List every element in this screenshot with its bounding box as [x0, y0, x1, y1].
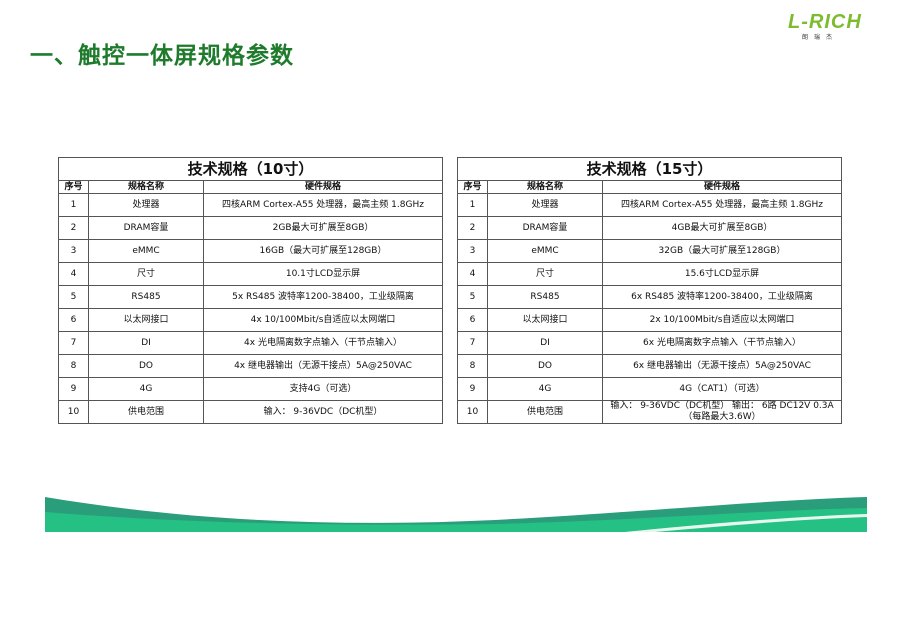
table-row: 10 供电范围 输入： 9-36VDC（DC机型） 输出： 6路 DC12V 0.3…: [457, 400, 842, 424]
logo-subtitle: 朗瑞杰: [802, 34, 839, 41]
spec-name: eMMC: [487, 239, 603, 263]
spec-name: 4G: [487, 377, 603, 401]
table-row: 6 以太网接口 4x 10/100Mbit/s自适应以太网端口: [58, 308, 443, 332]
spec-value: 4G（CAT1）（可选）: [602, 377, 842, 401]
row-number: 4: [58, 262, 89, 286]
table-row: 4 尺寸 10.1寸LCD显示屏: [58, 262, 443, 286]
spec-name: 尺寸: [88, 262, 204, 286]
row-number: 7: [457, 331, 488, 355]
row-number: 5: [457, 285, 488, 309]
row-number: 3: [457, 239, 488, 263]
row-number: 6: [457, 308, 488, 332]
spec-name: DO: [487, 354, 603, 378]
row-number: 4: [457, 262, 488, 286]
table-row: 3 eMMC 16GB（最大可扩展至128GB）: [58, 239, 443, 263]
logo: L-RICH 朗瑞杰: [788, 12, 872, 44]
table-caption: 技术规格（10寸）: [58, 157, 443, 181]
decorative-wave: [45, 492, 867, 532]
spec-value: 6x RS485 波特率1200-38400，工业级隔离: [602, 285, 842, 309]
column-header: 规格名称: [88, 180, 204, 194]
page-title: 一、触控一体屏规格参数: [30, 43, 294, 69]
spec-name: eMMC: [88, 239, 204, 263]
spec-name: 供电范围: [88, 400, 204, 424]
table-row: 10 供电范围 输入： 9-36VDC（DC机型）: [58, 400, 443, 424]
spec-name: 处理器: [487, 193, 603, 217]
spec-name: DI: [487, 331, 603, 355]
row-number: 7: [58, 331, 89, 355]
spec-table-10-inch: 技术规格（10寸） 序号 规格名称 硬件规格 1 处理器 四核ARM Cortex-A55 …: [58, 157, 443, 424]
row-number: 2: [457, 216, 488, 240]
table-row: 7 DI 4x 光电隔离数字点输入（干节点输入）: [58, 331, 443, 355]
table-row: 1 处理器 四核ARM Cortex-A55 处理器，最高主频 1.8GHz: [58, 193, 443, 217]
spec-value: 5x RS485 波特率1200-38400，工业级隔离: [203, 285, 443, 309]
spec-value: 输入： 9-36VDC（DC机型）: [203, 400, 443, 424]
spec-value: 4x 继电器输出（无源干接点）5A@250VAC: [203, 354, 443, 378]
spec-value: 2x 10/100Mbit/s自适应以太网端口: [602, 308, 842, 332]
table-row: 9 4G 支持4G（可选）: [58, 377, 443, 401]
spec-value: 输入： 9-36VDC（DC机型） 输出： 6路 DC12V 0.3A（每路最大…: [602, 400, 842, 424]
column-header: 硬件规格: [203, 180, 443, 194]
row-number: 8: [457, 354, 488, 378]
row-number: 6: [58, 308, 89, 332]
table-row: 4 尺寸 15.6寸LCD显示屏: [457, 262, 842, 286]
spec-name: 以太网接口: [88, 308, 204, 332]
table-row: 3 eMMC 32GB（最大可扩展至128GB）: [457, 239, 842, 263]
row-number: 9: [58, 377, 89, 401]
table-row: 6 以太网接口 2x 10/100Mbit/s自适应以太网端口: [457, 308, 842, 332]
row-number: 3: [58, 239, 89, 263]
spec-name: 尺寸: [487, 262, 603, 286]
table-row: 5 RS485 5x RS485 波特率1200-38400，工业级隔离: [58, 285, 443, 309]
spec-name: DO: [88, 354, 204, 378]
table-row: 5 RS485 6x RS485 波特率1200-38400，工业级隔离: [457, 285, 842, 309]
row-number: 1: [457, 193, 488, 217]
row-number: 8: [58, 354, 89, 378]
row-number: 9: [457, 377, 488, 401]
spec-name: 4G: [88, 377, 204, 401]
spec-name: DI: [88, 331, 204, 355]
spec-value: 6x 继电器输出（无源干接点）5A@250VAC: [602, 354, 842, 378]
spec-value: 6x 光电隔离数字点输入（干节点输入）: [602, 331, 842, 355]
table-row: 9 4G 4G（CAT1）（可选）: [457, 377, 842, 401]
spec-value: 16GB（最大可扩展至128GB）: [203, 239, 443, 263]
spec-name: 以太网接口: [487, 308, 603, 332]
row-number: 1: [58, 193, 89, 217]
column-header: 序号: [58, 180, 89, 194]
table-row: 8 DO 6x 继电器输出（无源干接点）5A@250VAC: [457, 354, 842, 378]
spec-name: RS485: [88, 285, 204, 309]
spec-value: 4GB最大可扩展至8GB）: [602, 216, 842, 240]
spec-table-15-inch: 技术规格（15寸） 序号 规格名称 硬件规格 1 处理器 四核ARM Cortex-A55 …: [457, 157, 842, 424]
logo-mark: L-RICH: [788, 11, 862, 33]
row-number: 2: [58, 216, 89, 240]
table-caption: 技术规格（15寸）: [457, 157, 842, 181]
spec-value: 四核ARM Cortex-A55 处理器，最高主频 1.8GHz: [203, 193, 443, 217]
spec-name: RS485: [487, 285, 603, 309]
spec-value: 支持4G（可选）: [203, 377, 443, 401]
table-row: 2 DRAM容量 2GB最大可扩展至8GB）: [58, 216, 443, 240]
column-header: 序号: [457, 180, 488, 194]
table-row: 2 DRAM容量 4GB最大可扩展至8GB）: [457, 216, 842, 240]
spec-value: 4x 光电隔离数字点输入（干节点输入）: [203, 331, 443, 355]
table-row: 8 DO 4x 继电器输出（无源干接点）5A@250VAC: [58, 354, 443, 378]
row-number: 10: [58, 400, 89, 424]
spec-value: 32GB（最大可扩展至128GB）: [602, 239, 842, 263]
table-row: 7 DI 6x 光电隔离数字点输入（干节点输入）: [457, 331, 842, 355]
row-number: 5: [58, 285, 89, 309]
column-header: 规格名称: [487, 180, 603, 194]
spec-value: 2GB最大可扩展至8GB）: [203, 216, 443, 240]
spec-name: 处理器: [88, 193, 204, 217]
spec-value: 10.1寸LCD显示屏: [203, 262, 443, 286]
spec-name: DRAM容量: [487, 216, 603, 240]
spec-name: DRAM容量: [88, 216, 204, 240]
spec-value: 4x 10/100Mbit/s自适应以太网端口: [203, 308, 443, 332]
row-number: 10: [457, 400, 488, 424]
spec-name: 供电范围: [487, 400, 603, 424]
column-header: 硬件规格: [602, 180, 842, 194]
table-row: 1 处理器 四核ARM Cortex-A55 处理器，最高主频 1.8GHz: [457, 193, 842, 217]
spec-value: 四核ARM Cortex-A55 处理器，最高主频 1.8GHz: [602, 193, 842, 217]
spec-value: 15.6寸LCD显示屏: [602, 262, 842, 286]
